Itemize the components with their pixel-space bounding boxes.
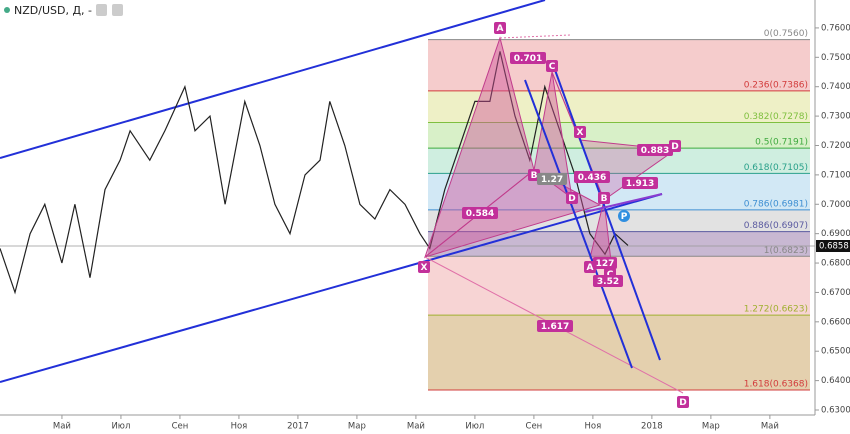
annotation-box (510, 52, 546, 64)
annotation-box (622, 177, 658, 189)
fib-zone (428, 209, 810, 232)
y-tick-label: 0.7400 (821, 82, 850, 92)
annotation-label: B (601, 194, 608, 204)
annotation-box (418, 261, 430, 273)
fib-label: 0.786(0.6981) (744, 199, 808, 209)
x-tick-label: 2018 (641, 422, 663, 432)
fib-label: 0(0.7560) (764, 29, 808, 39)
annotation-label: 3.52 (597, 277, 619, 287)
fib-label: 1.272(0.6623) (744, 305, 808, 315)
annotation-label: C (549, 62, 556, 72)
x-tick-label: Мар (702, 422, 720, 432)
y-tick-label: 0.6500 (821, 347, 850, 357)
x-tick-label: Июл (465, 422, 484, 432)
y-tick-label: 0.7200 (821, 141, 850, 151)
x-tick-label: Май (53, 422, 71, 432)
annotation-label: 127 (596, 259, 615, 269)
trend-line (584, 193, 663, 213)
annotation-label: X (421, 263, 428, 273)
annotation-label: D (671, 142, 678, 152)
fib-zone (428, 39, 810, 91)
trend-line (524, 79, 633, 369)
x-tick-label: 2017 (287, 422, 309, 432)
annotation-box (677, 396, 689, 408)
y-tick-label: 0.6400 (821, 376, 850, 386)
y-tick-label: 0.7000 (821, 200, 850, 210)
x-tick-label: Май (407, 422, 425, 432)
x-tick-label: Май (761, 422, 779, 432)
channel-upper (0, 0, 546, 159)
annotation-box (669, 140, 681, 152)
y-tick-label: 0.7500 (821, 53, 850, 63)
annotation-label: X (577, 128, 584, 138)
annotation-box (537, 173, 567, 185)
header: NZD/USD, Д, - (4, 4, 123, 17)
fib-zone (428, 148, 810, 174)
y-tick-label: 0.6300 (821, 406, 850, 416)
pattern-dash (499, 34, 571, 39)
annotation-box (598, 192, 610, 204)
status-dot (4, 7, 10, 13)
icon-button[interactable] (96, 4, 107, 16)
x-tick-label: Ноя (585, 422, 602, 432)
y-tick-label: 0.7300 (821, 112, 850, 122)
fib-label: 0.382(0.7278) (744, 112, 808, 122)
channel-lower (0, 193, 663, 383)
fib-zone (428, 90, 810, 123)
annotation-box (537, 320, 573, 332)
x-tick-label: Июл (111, 422, 130, 432)
annotation-box (546, 60, 558, 72)
y-tick-label: 0.6800 (821, 259, 850, 269)
annotation-label: 1.617 (541, 322, 569, 332)
annotation-label: D (679, 398, 686, 408)
annotation-box (566, 192, 578, 204)
y-tick-label: 0.6900 (821, 229, 850, 239)
annotation-label: 1.27 (541, 175, 563, 185)
annotation-box (618, 210, 630, 222)
annotation-box (593, 275, 623, 287)
y-tick-label: 0.7100 (821, 170, 850, 180)
last-price-label: 0.6858 (819, 242, 849, 252)
annotation-box (574, 171, 610, 183)
icon-button[interactable] (112, 4, 123, 16)
annotation-label: A (497, 24, 504, 34)
x-tick-label: Ноя (231, 422, 248, 432)
y-tick-label: 0.7600 (821, 23, 850, 33)
annotation-box (637, 144, 673, 156)
x-tick-label: Сен (172, 422, 189, 432)
fib-label: 0.618(0.7105) (744, 163, 808, 173)
annotation-label: 0.584 (466, 209, 494, 219)
x-tick-label: Мар (348, 422, 366, 432)
price-line (0, 51, 629, 295)
annotation-label: 0.883 (641, 146, 669, 156)
fib-label: 0.886(0.6907) (744, 221, 808, 231)
fib-label: 1(0.6823) (764, 246, 808, 256)
annotation-box (574, 126, 586, 138)
fib-label: 1.618(0.6368) (744, 380, 808, 390)
annotation-label: B (531, 171, 538, 181)
annotation-box (462, 207, 498, 219)
annotation-box (494, 22, 506, 34)
y-tick-label: 0.6600 (821, 317, 850, 327)
fib-label: 0.236(0.7386) (744, 80, 808, 90)
annotation-label: 0.701 (514, 54, 542, 64)
trend-line (554, 69, 661, 361)
annotation-label: P (621, 212, 628, 222)
annotation-label: 1.913 (626, 179, 654, 189)
x-tick-label: Сен (526, 422, 543, 432)
annotation-label: D (568, 194, 575, 204)
fib-zone (428, 315, 810, 391)
chart-title: NZD/USD, Д, - (14, 4, 92, 17)
y-tick-label: 0.6700 (821, 288, 850, 298)
last-price-box (816, 240, 850, 253)
annotation-label: 0.436 (578, 173, 606, 183)
annotation-label: A (587, 263, 594, 273)
fib-label: 0.5(0.7191) (755, 138, 808, 148)
annotation-box (593, 257, 617, 269)
